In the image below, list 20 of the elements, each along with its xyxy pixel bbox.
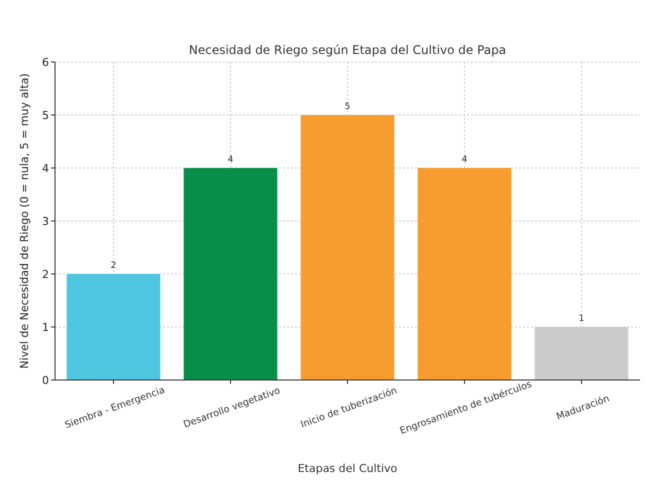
y-tick-label: 1 [42,320,49,334]
data-label: 5 [344,102,350,112]
data-label: 1 [578,314,584,324]
x-axis-title: Etapas del Cultivo [298,462,398,475]
data-label: 4 [228,155,234,165]
data-label: 2 [110,261,116,271]
bar [300,115,394,380]
bar [534,327,628,380]
y-tick-label: 0 [42,374,49,387]
y-axis-title: Nivel de Necesidad de Riego (0 = nula, 5 = muy alta) [18,73,31,369]
y-tick-label: 2 [42,268,49,281]
chart-title: Necesidad de Riego según Etapa del Cultivo de Papa [188,43,506,57]
bar [184,168,278,380]
y-tick-label: 6 [42,56,49,69]
bar [418,168,512,380]
data-label: 4 [462,155,468,165]
y-tick-label: 4 [42,162,49,175]
y-tick-label: 3 [42,214,49,228]
bar [66,274,160,380]
y-tick-label: 5 [42,108,49,122]
